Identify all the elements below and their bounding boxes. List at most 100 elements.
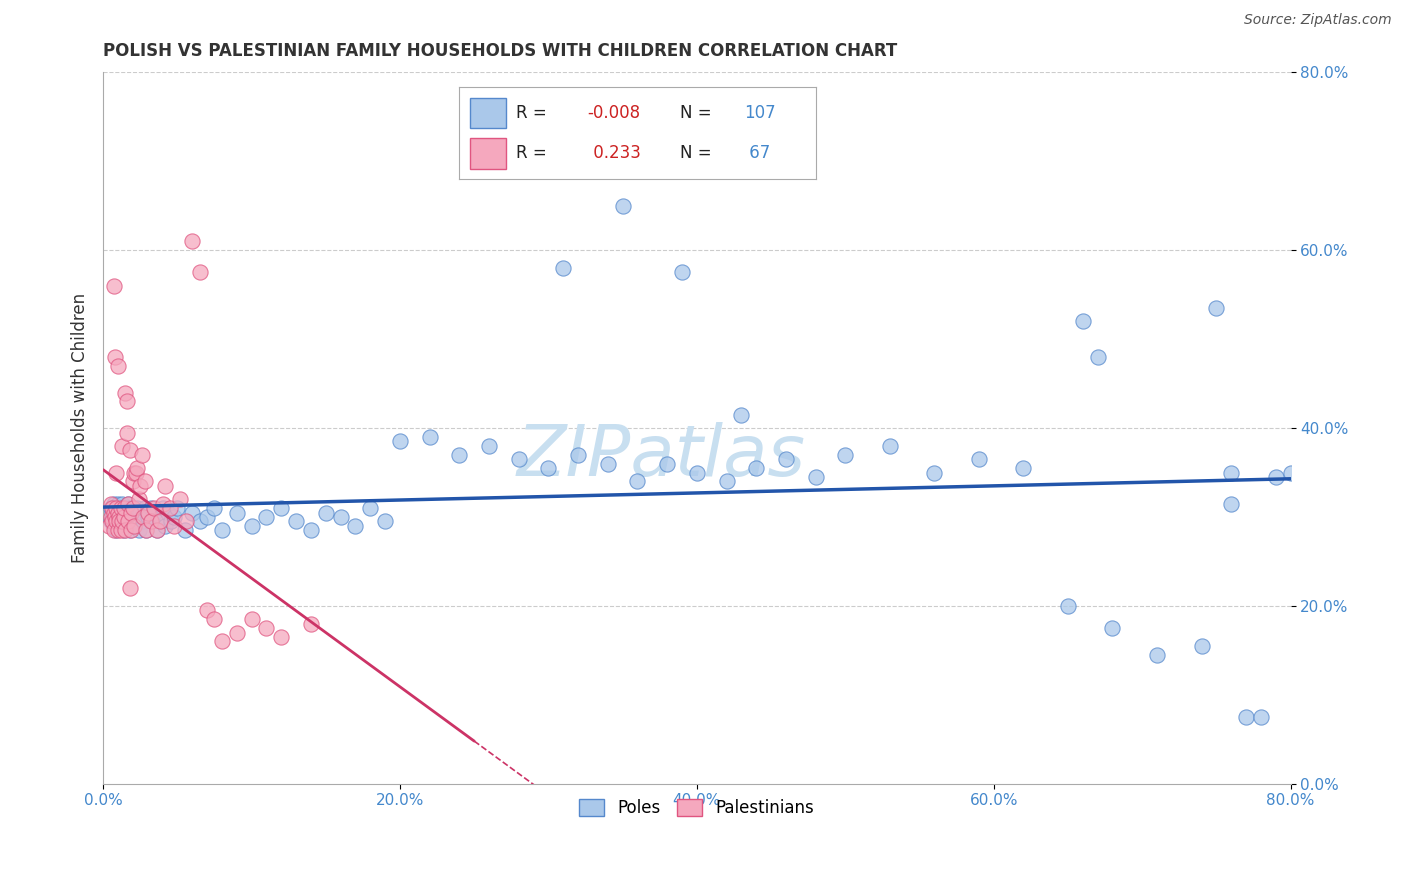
Point [100,510,122,524]
Point [111,515,134,529]
Point [1101,621,1123,635]
Point [112,501,135,516]
Point [103,278,125,293]
Point [211,524,233,538]
Point [115,501,138,516]
Point [142,506,165,520]
Point [686,466,709,480]
Point [105,501,128,516]
Point [1205,301,1227,315]
Point [204,612,226,626]
Point [188,515,211,529]
Point [195,510,218,524]
Point [110,510,132,524]
Point [104,510,127,524]
Point [105,515,128,529]
Point [103,506,125,520]
Point [967,452,990,467]
Point [157,506,180,520]
Point [129,506,152,520]
Point [160,515,183,529]
Point [553,260,575,275]
Point [101,515,124,529]
Point [159,501,181,516]
Point [124,466,146,480]
Point [108,515,131,529]
Point [449,448,471,462]
Point [169,492,191,507]
Point [127,501,149,516]
Point [270,501,292,516]
Point [108,506,131,520]
Point [148,515,170,529]
Point [1071,314,1094,328]
Point [131,510,153,524]
Point [125,466,148,480]
Point [254,510,277,524]
Point [108,510,131,524]
Point [270,630,292,644]
Point [596,457,619,471]
Point [374,515,396,529]
Point [104,515,127,529]
Point [115,394,138,409]
Point [128,492,150,507]
Point [135,524,157,538]
Point [181,235,204,249]
Point [1220,497,1243,511]
Point [132,515,155,529]
Point [129,479,152,493]
Point [117,515,139,529]
Point [388,434,411,449]
Point [100,515,122,529]
Point [359,501,381,516]
Point [136,510,159,524]
Point [148,510,170,524]
Point [118,524,141,538]
Point [121,506,143,520]
Point [100,501,122,516]
Point [145,524,167,538]
Text: POLISH VS PALESTINIAN FAMILY HOUSEHOLDS WITH CHILDREN CORRELATION CHART: POLISH VS PALESTINIAN FAMILY HOUSEHOLDS … [103,42,897,60]
Point [730,408,752,422]
Point [136,506,159,520]
Point [111,439,134,453]
Point [115,425,138,440]
Point [127,461,149,475]
Point [139,515,162,529]
Point [120,506,142,520]
Point [107,524,129,538]
Point [103,497,125,511]
Point [329,510,352,524]
Point [1234,710,1257,724]
Point [120,501,142,516]
Point [174,515,197,529]
Point [135,524,157,538]
Text: ZIPatlas: ZIPatlas [517,422,806,491]
Point [114,524,136,538]
Point [537,461,560,475]
Point [134,475,156,489]
Point [1191,639,1213,653]
Point [1250,710,1272,724]
Point [204,501,226,516]
Point [110,501,132,516]
Point [1087,350,1109,364]
Point [1146,648,1168,662]
Point [775,452,797,467]
Point [104,510,127,524]
Point [299,616,322,631]
Point [118,443,141,458]
Point [508,452,530,467]
Point [612,199,634,213]
Point [100,497,122,511]
Point [121,501,143,516]
Point [225,506,247,520]
Point [105,524,128,538]
Point [1264,470,1286,484]
Point [567,448,589,462]
Point [671,265,693,279]
Point [101,501,124,516]
Point [879,439,901,453]
Point [117,497,139,511]
